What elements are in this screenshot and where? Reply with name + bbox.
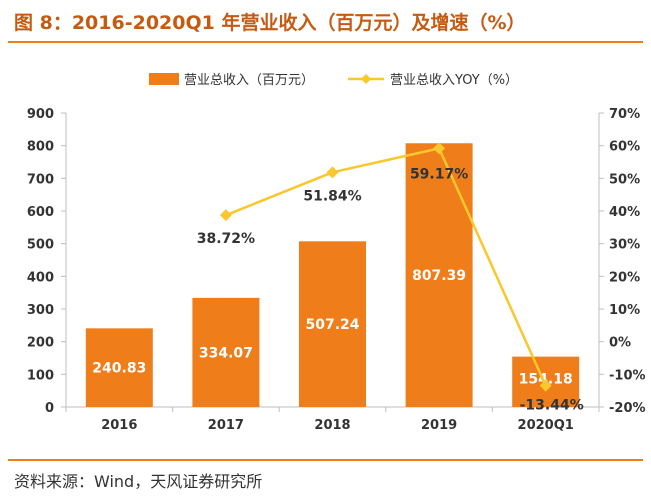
y-right-tick-label: 70%	[609, 107, 640, 122]
legend-label-bar: 营业总收入（百万元）	[184, 73, 314, 88]
y-right-tick-label: 50%	[609, 172, 640, 187]
legend-label-line: 营业总收入YOY（%）	[390, 73, 518, 88]
x-tick-label: 2018	[314, 418, 350, 433]
bar-2016	[85, 328, 153, 407]
y-left-tick-label: 500	[27, 238, 54, 253]
chart: 营业总收入（百万元） 营业总收入YOY（%） 0 100 200 300 400 500 600…	[27, 73, 646, 433]
legend-marker-line	[361, 74, 371, 84]
y-left-tick-label: 400	[27, 270, 54, 285]
y-right-tick-label: -20%	[609, 401, 646, 416]
y-left-tick-label: 200	[27, 336, 54, 351]
source-note: 资料来源：Wind，天风证券研究所	[14, 472, 263, 491]
y-right-tick-label: 0%	[609, 336, 631, 351]
x-tick-label: 2020Q1	[518, 418, 574, 433]
y-left-tick-label: 700	[27, 172, 54, 187]
y-right-tick-label: 10%	[609, 303, 640, 318]
bar-2017	[192, 297, 260, 407]
y-right-tick-label: 30%	[609, 238, 640, 253]
bar-value-label: 507.24	[305, 317, 359, 333]
bar-value-label: 807.39	[412, 268, 466, 284]
x-tick-label: 2019	[421, 418, 457, 433]
y-left-tick-label: 0	[45, 401, 54, 416]
yoy-point-2020Q1	[539, 379, 552, 392]
y-left-tick-label: 800	[27, 140, 54, 155]
chart-title: 图 8：2016-2020Q1 年营业收入（百万元）及增速（%）	[14, 12, 526, 34]
yoy-point-2019	[433, 142, 446, 155]
source-divider	[8, 459, 643, 461]
bar-2018	[299, 241, 366, 407]
bar-value-label: 334.07	[199, 345, 253, 361]
y-left-tick-label: 300	[27, 303, 54, 318]
yoy-point-2018	[326, 166, 339, 179]
y-right-tick-label: 20%	[609, 270, 640, 285]
y-right-tick-label: 60%	[609, 140, 640, 155]
y-right-tick-label: -10%	[609, 368, 646, 383]
x-tick-label: 2017	[208, 418, 244, 433]
yoy-value-label: -13.44%	[520, 398, 584, 414]
y-left-tick-label: 600	[27, 205, 54, 220]
y-left-tick-label: 100	[27, 368, 54, 383]
bar-2019	[405, 143, 473, 407]
x-tick-label: 2016	[101, 418, 137, 433]
yoy-line	[225, 147, 547, 387]
yoy-value-label: 59.17%	[410, 166, 468, 182]
y-right-tick-label: 40%	[609, 205, 640, 220]
bar-value-label: 240.83	[92, 361, 146, 377]
yoy-point-2017	[219, 209, 232, 222]
y-left-tick-label: 900	[27, 107, 54, 122]
title-divider	[8, 41, 643, 43]
legend-swatch-bar	[149, 73, 179, 85]
yoy-value-label: 38.72%	[197, 231, 255, 247]
yoy-value-label: 51.84%	[303, 188, 361, 204]
